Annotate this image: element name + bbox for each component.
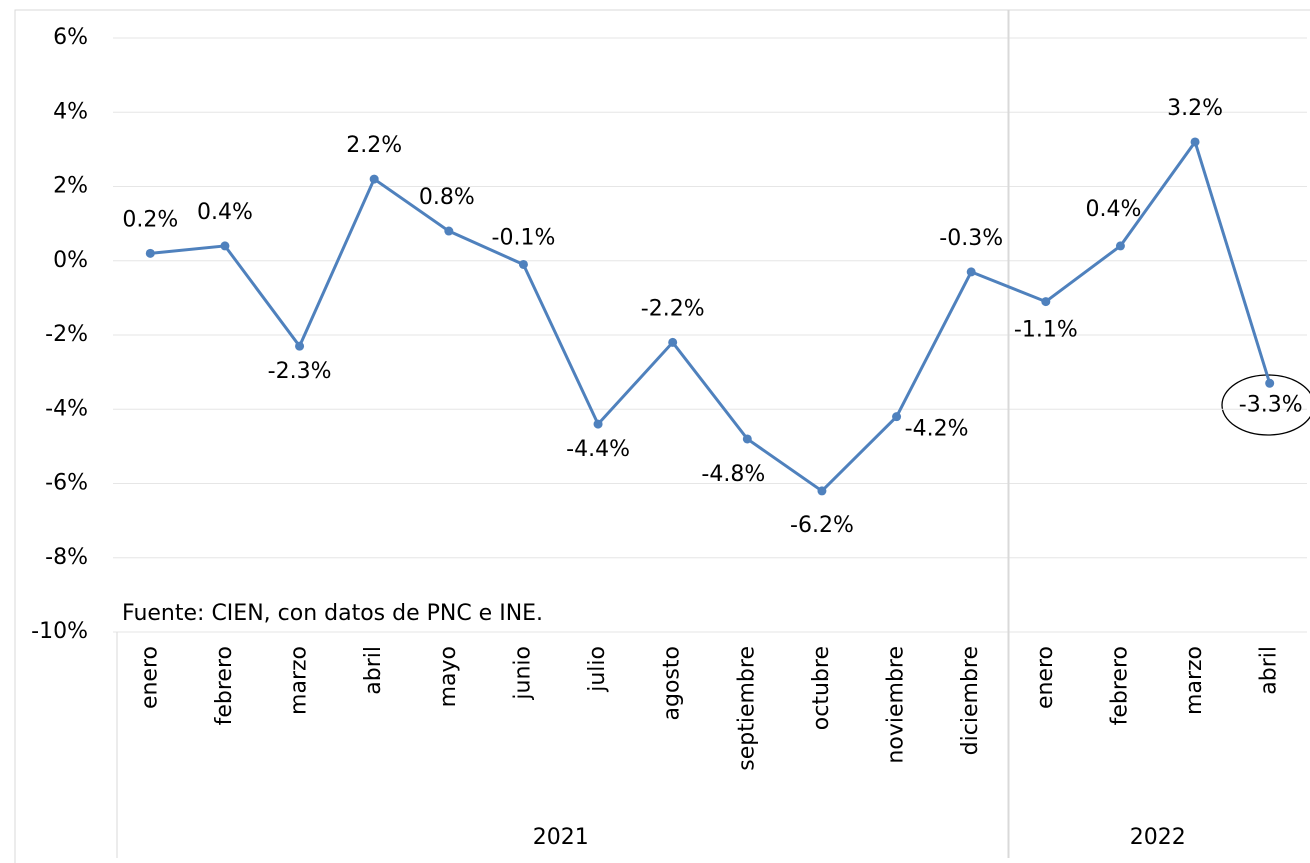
point [518, 259, 528, 269]
x-tick-label: agosto [660, 646, 685, 720]
x-tick-label: abril [361, 646, 386, 695]
x-tick-label: diciembre [958, 646, 983, 755]
x-tick-label: febrero [1107, 646, 1132, 725]
y-tick-label: 6% [53, 25, 88, 50]
x-tick-label: septiembre [734, 646, 759, 771]
data-label: -0.1% [492, 225, 556, 250]
y-tick-label: 2% [53, 174, 88, 199]
data-label: 0.4% [197, 200, 253, 225]
point [817, 486, 827, 496]
chart-border [14, 9, 1310, 863]
x-tick-label: febrero [212, 646, 237, 725]
y-tick-label: -4% [45, 396, 88, 421]
data-label: 2.2% [346, 133, 402, 158]
data-label: -4.2% [905, 417, 969, 442]
data-label: -2.3% [268, 359, 332, 384]
point [1190, 137, 1200, 147]
data-label: -0.3% [939, 226, 1003, 251]
y-tick-label: 4% [53, 99, 88, 124]
data-label: -1.1% [1014, 318, 1078, 343]
point [1265, 378, 1275, 388]
group-label: 2022 [1130, 825, 1186, 850]
x-tick-label: marzo [1182, 646, 1207, 715]
x-tick-label: enero [1033, 646, 1058, 709]
data-label: 0.2% [122, 207, 178, 232]
x-tick-label: mayo [436, 646, 461, 707]
x-tick-label: junio [510, 646, 535, 701]
data-label: 0.4% [1085, 197, 1141, 222]
x-tick-label: abril [1257, 646, 1282, 695]
data-label: 0.8% [419, 185, 475, 210]
y-tick-label: 0% [53, 248, 88, 273]
point [892, 412, 902, 422]
x-tick-label: enero [137, 646, 162, 709]
point [1115, 241, 1125, 251]
group-label: 2021 [533, 825, 589, 850]
y-tick-label: -6% [45, 471, 88, 496]
data-label: -6.2% [790, 513, 854, 538]
y-tick-label: -8% [45, 545, 88, 570]
x-tick-label: octubre [809, 646, 834, 730]
line [150, 138, 1272, 493]
point [1041, 297, 1051, 307]
point [444, 226, 454, 236]
x-tick-label: julio [585, 646, 610, 693]
x-tick-label: marzo [287, 646, 312, 715]
point [369, 174, 379, 184]
data-label: 3.2% [1167, 96, 1223, 121]
point [593, 419, 603, 429]
data-label: -3.3% [1239, 392, 1303, 417]
point [668, 337, 678, 347]
source-note: Fuente: CIEN, con datos de PNC e INE. [122, 601, 543, 626]
y-tick-label: -10% [31, 619, 88, 644]
data-label: -4.8% [701, 462, 765, 487]
point [742, 434, 752, 444]
data-label: -2.2% [641, 296, 705, 321]
data-label: -4.4% [566, 437, 630, 462]
point [145, 248, 155, 258]
x-tick-label: noviembre [884, 646, 909, 764]
point [295, 341, 305, 351]
y-tick-label: -2% [45, 322, 88, 347]
point [220, 241, 230, 251]
point [966, 267, 976, 277]
